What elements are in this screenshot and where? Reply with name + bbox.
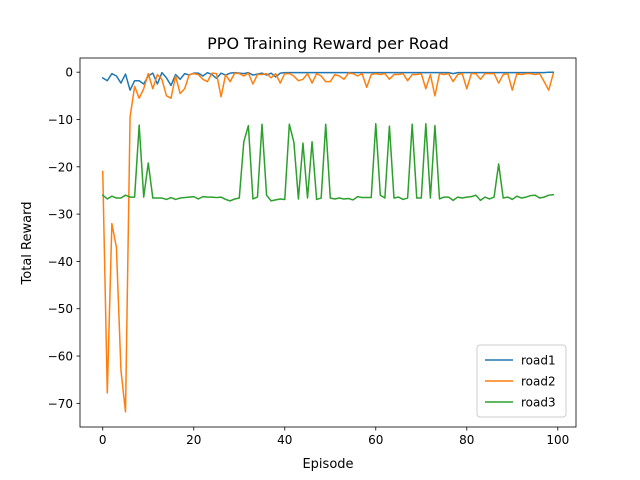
series-line-road3 — [101, 123, 555, 202]
plot-lines — [101, 71, 555, 413]
y-tick-label: −10 — [48, 113, 73, 127]
y-tick-label: 0 — [65, 66, 73, 80]
x-tick-label: 20 — [186, 433, 201, 447]
x-tick-label: 80 — [459, 433, 474, 447]
x-axis-label: Episode — [302, 457, 353, 472]
y-tick-label: −30 — [48, 208, 73, 222]
y-tick-label: −50 — [48, 302, 73, 316]
y-axis-label: Total Reward — [20, 202, 35, 286]
legend-label-road3: road3 — [521, 396, 556, 410]
axes-border — [79, 57, 577, 428]
y-tick-label: −20 — [48, 160, 73, 174]
series-line-road2 — [101, 72, 555, 413]
legend-box — [476, 344, 567, 418]
series-line-road1 — [101, 71, 554, 91]
x-tick-label: 40 — [277, 433, 292, 447]
x-tick-label: 0 — [99, 433, 107, 447]
axes-frame — [79, 57, 577, 428]
x-tick-label: 100 — [546, 433, 569, 447]
legend-label-road2: road2 — [521, 375, 556, 389]
y-tick-label: −70 — [48, 397, 73, 411]
y-tick-label: −40 — [48, 255, 73, 269]
y-axis-ticks: 0 −10 −20 −30 −40 −50 −60 −70 — [48, 66, 80, 411]
chart-title: PPO Training Reward per Road — [207, 34, 449, 53]
x-tick-label: 60 — [368, 433, 383, 447]
legend: road1 road2 road3 — [476, 344, 567, 418]
y-tick-label: −60 — [48, 350, 73, 364]
x-axis-ticks: 0 20 40 60 80 100 — [99, 427, 569, 447]
legend-label-road1: road1 — [521, 354, 556, 368]
